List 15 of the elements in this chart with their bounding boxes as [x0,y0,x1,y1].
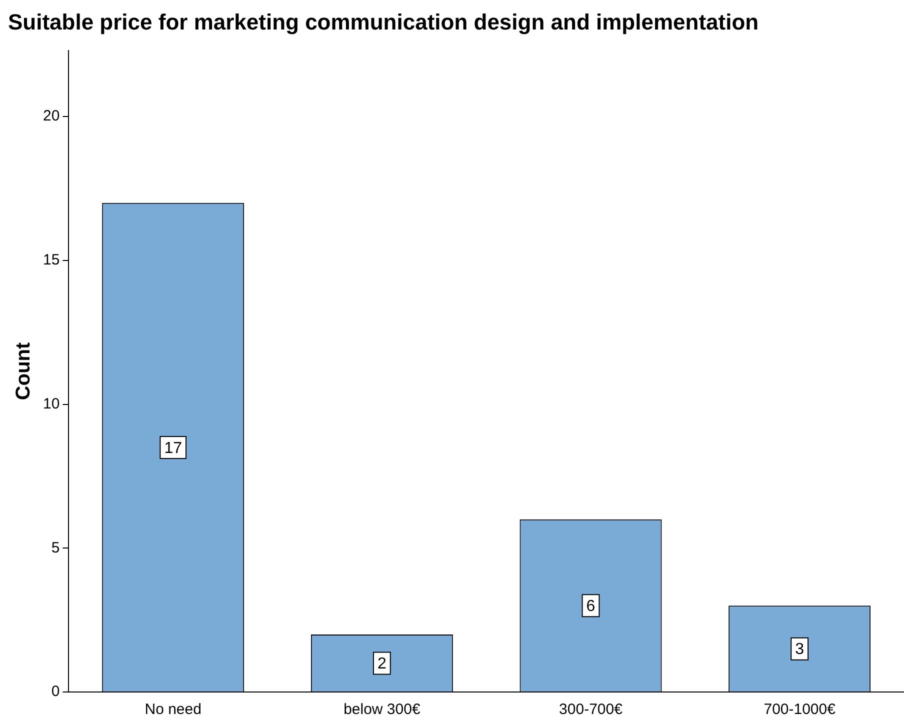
data-label: 2 [377,656,386,673]
data-label: 6 [586,598,596,616]
x-tick-label: No need [144,701,202,718]
y-tick-label: 20 [42,108,60,125]
chart-title: Suitable price for marketing communication design and implementation [8,9,759,34]
data-label: 17 [164,440,182,457]
y-tick-label: 0 [51,683,60,700]
x-tick-label: 700-1000€ [764,701,836,718]
y-tick-label: 5 [51,539,60,556]
x-tick-label: 300-700€ [559,701,624,718]
y-tick-label: 10 [42,395,60,412]
y-tick-label: 15 [42,252,60,269]
data-label: 3 [795,641,804,658]
x-tick-label: below 300€ [344,701,421,718]
y-axis-title: Count [12,342,35,400]
